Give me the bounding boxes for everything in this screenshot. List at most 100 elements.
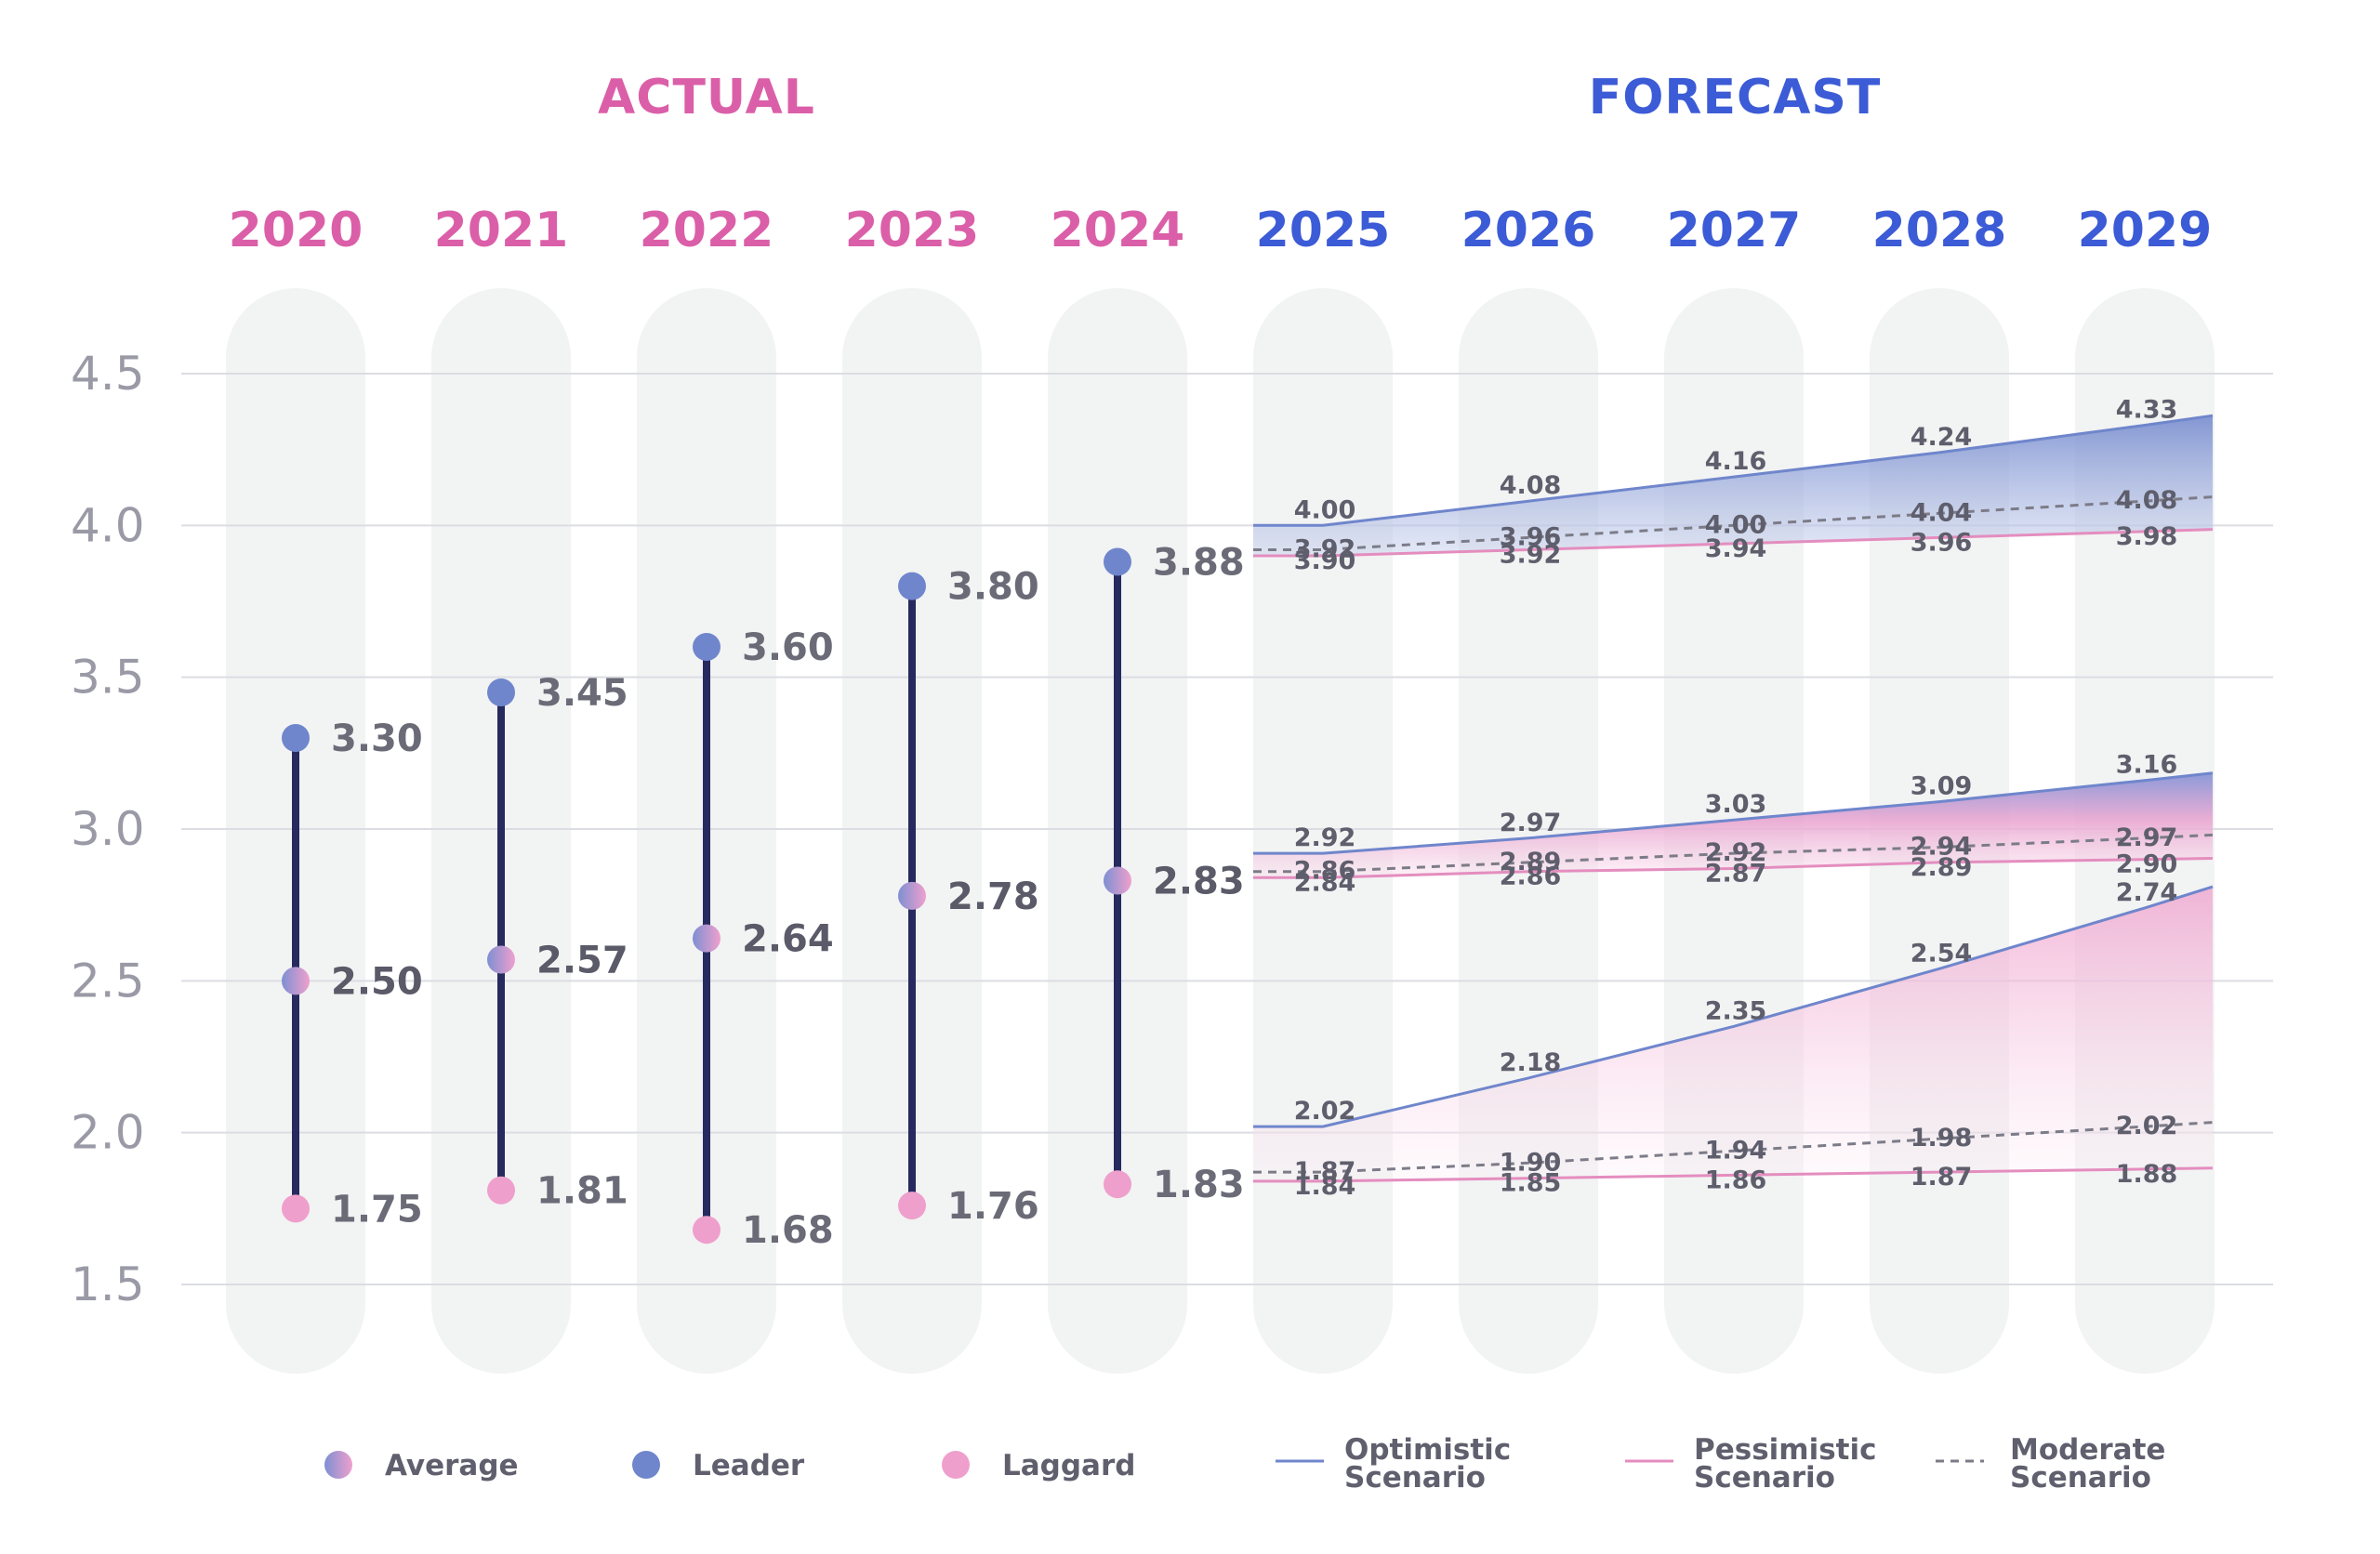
optimistic-label-average-2025: 2.92 bbox=[1294, 823, 1356, 852]
year-label-2028: 2028 bbox=[1872, 203, 2007, 258]
optimistic-label-average-2028: 3.09 bbox=[1911, 772, 1973, 801]
pessimistic-label-laggard-2028: 1.87 bbox=[1911, 1163, 1973, 1192]
y-tick-label: 4.5 bbox=[71, 347, 145, 401]
actual-series: 3.30 2.50 1.75 3.45 2.57 1.81 3.60 2.64 1.68 3.80… bbox=[282, 542, 1245, 1252]
average-point-2020 bbox=[282, 967, 310, 995]
leader-label-2024: 3.88 bbox=[1153, 542, 1245, 585]
pessimistic-label-average-2026: 2.86 bbox=[1500, 863, 1562, 891]
y-tick-label: 3.0 bbox=[71, 802, 145, 856]
optimistic-label-laggard-2027: 2.35 bbox=[1705, 996, 1767, 1025]
moderate-label-laggard-2029: 2.02 bbox=[2116, 1112, 2178, 1140]
leader-point-2021 bbox=[487, 678, 515, 706]
leader-label-2020: 3.30 bbox=[331, 718, 423, 760]
leader-label-2022: 3.60 bbox=[742, 626, 834, 669]
laggard-point-2024 bbox=[1104, 1170, 1131, 1199]
legend-pessimistic-label-line2: Scenario bbox=[1694, 1461, 1835, 1495]
moderate-line-average bbox=[1253, 833, 2214, 874]
pessimistic-line-laggard bbox=[1253, 1166, 2214, 1183]
year-label-2024: 2024 bbox=[1051, 203, 1185, 258]
optimistic-line-average bbox=[1253, 771, 2214, 855]
leader-point-2023 bbox=[898, 572, 926, 600]
moderate-line-leader bbox=[1253, 495, 2214, 551]
moderate-label-laggard-2027: 1.94 bbox=[1705, 1136, 1767, 1165]
leader-point-2024 bbox=[1104, 547, 1131, 576]
y-tick-label: 1.5 bbox=[71, 1258, 145, 1311]
optimistic-label-leader-2028: 4.24 bbox=[1911, 423, 1973, 452]
legend-average-label: Average bbox=[385, 1449, 519, 1482]
optimistic-label-leader-2027: 4.16 bbox=[1705, 447, 1767, 476]
forecast-bands bbox=[1253, 415, 2213, 1181]
pessimistic-label-average-2029: 2.90 bbox=[2116, 850, 2178, 879]
legend-optimistic-label-line2: Scenario bbox=[1344, 1461, 1486, 1495]
laggard-point-2022 bbox=[693, 1216, 721, 1245]
pessimistic-label-leader-2027: 3.94 bbox=[1705, 534, 1767, 563]
year-label-2021: 2021 bbox=[434, 203, 569, 258]
average-label-2021: 2.57 bbox=[536, 939, 628, 981]
year-label-2027: 2027 bbox=[1667, 203, 1802, 258]
legend-moderate-label-line1: Moderate bbox=[2010, 1433, 2165, 1467]
moderate-label-laggard-2026: 1.90 bbox=[1500, 1148, 1562, 1177]
section-title-forecast: FORECAST bbox=[1589, 70, 1882, 125]
moderate-label-average-2026: 2.89 bbox=[1500, 848, 1562, 876]
legend-leader-marker bbox=[632, 1451, 660, 1479]
average-label-2022: 2.64 bbox=[742, 918, 834, 961]
optimistic-label-laggard-2028: 2.54 bbox=[1911, 939, 1973, 968]
optimistic-label-laggard-2029: 2.74 bbox=[2116, 878, 2178, 907]
legend-laggard: Laggard bbox=[942, 1449, 1135, 1482]
y-tick-label: 3.5 bbox=[71, 651, 145, 705]
average-point-2022 bbox=[693, 924, 721, 953]
legend-laggard-marker bbox=[942, 1451, 970, 1479]
moderate-label-laggard-2028: 1.98 bbox=[1911, 1124, 1973, 1152]
moderate-label-leader-2029: 4.08 bbox=[2116, 486, 2178, 515]
legend-moderate: Moderate Scenario bbox=[1936, 1433, 2165, 1495]
leader-label-2023: 3.80 bbox=[947, 566, 1039, 609]
pessimistic-label-average-2028: 2.89 bbox=[1911, 853, 1973, 882]
optimistic-label-leader-2029: 4.33 bbox=[2116, 396, 2178, 425]
optimistic-label-average-2027: 3.03 bbox=[1705, 790, 1767, 819]
laggard-label-2022: 1.68 bbox=[742, 1209, 834, 1252]
forecast-band-leader bbox=[1253, 415, 2213, 556]
moderate-label-laggard-2025: 1.87 bbox=[1294, 1157, 1356, 1186]
average-label-2024: 2.83 bbox=[1153, 861, 1245, 903]
forecast-band-laggard bbox=[1253, 887, 2213, 1181]
legend-pessimistic: Pessimistic Scenario bbox=[1625, 1433, 1876, 1495]
leader-point-2020 bbox=[282, 724, 310, 752]
y-tick-label: 2.0 bbox=[71, 1106, 145, 1160]
moderate-line-laggard bbox=[1253, 1121, 2214, 1174]
pessimistic-label-leader-2025: 3.90 bbox=[1294, 547, 1356, 575]
legend-pessimistic-label-line1: Pessimistic bbox=[1694, 1433, 1876, 1467]
year-label-2023: 2023 bbox=[845, 203, 980, 258]
laggard-label-2024: 1.83 bbox=[1153, 1164, 1245, 1206]
pessimistic-label-leader-2028: 3.96 bbox=[1911, 528, 1973, 557]
legend-optimistic: Optimistic Scenario bbox=[1276, 1433, 1511, 1495]
moderate-label-leader-2026: 3.96 bbox=[1500, 522, 1562, 551]
moderate-label-leader-2028: 4.04 bbox=[1911, 498, 1973, 527]
optimistic-line-laggard bbox=[1253, 885, 2214, 1128]
leader-point-2022 bbox=[693, 633, 721, 661]
y-axis: 1.5 2.0 2.5 3.0 3.5 4.0 4.5 bbox=[71, 347, 145, 1311]
legend-leader: Leader bbox=[632, 1449, 805, 1482]
pessimistic-label-average-2027: 2.87 bbox=[1705, 859, 1767, 888]
year-label-2026: 2026 bbox=[1461, 203, 1596, 258]
forecast-labels: 4.004.084.164.244.333.92 3.96 4.00 4.04 4.08… bbox=[1294, 396, 2178, 1201]
legend-optimistic-label-line1: Optimistic bbox=[1344, 1433, 1511, 1467]
average-label-2020: 2.50 bbox=[331, 960, 423, 1003]
pessimistic-label-leader-2026: 3.92 bbox=[1500, 540, 1562, 569]
legend-moderate-label-line2: Scenario bbox=[2010, 1461, 2151, 1495]
moderate-label-average-2027: 2.92 bbox=[1705, 838, 1767, 867]
moderate-label-leader-2025: 3.92 bbox=[1294, 534, 1356, 563]
year-label-2025: 2025 bbox=[1256, 203, 1391, 258]
optimistic-label-laggard-2025: 2.02 bbox=[1294, 1097, 1356, 1126]
pessimistic-label-average-2025: 2.84 bbox=[1294, 868, 1356, 897]
laggard-point-2023 bbox=[898, 1192, 926, 1220]
optimistic-line-leader bbox=[1253, 414, 2214, 527]
pessimistic-label-laggard-2025: 1.84 bbox=[1294, 1172, 1356, 1201]
pessimistic-line-leader bbox=[1253, 528, 2214, 558]
column-pill-2025 bbox=[1253, 288, 1393, 1374]
pessimistic-label-laggard-2027: 1.86 bbox=[1705, 1166, 1767, 1194]
year-labels: 2020 2021 2022 2023 2024 2025 2026 2027 2028 2029 bbox=[229, 203, 2213, 258]
laggard-label-2020: 1.75 bbox=[331, 1188, 423, 1231]
legend-laggard-label: Laggard bbox=[1002, 1449, 1135, 1482]
y-tick-label: 4.0 bbox=[71, 498, 145, 552]
